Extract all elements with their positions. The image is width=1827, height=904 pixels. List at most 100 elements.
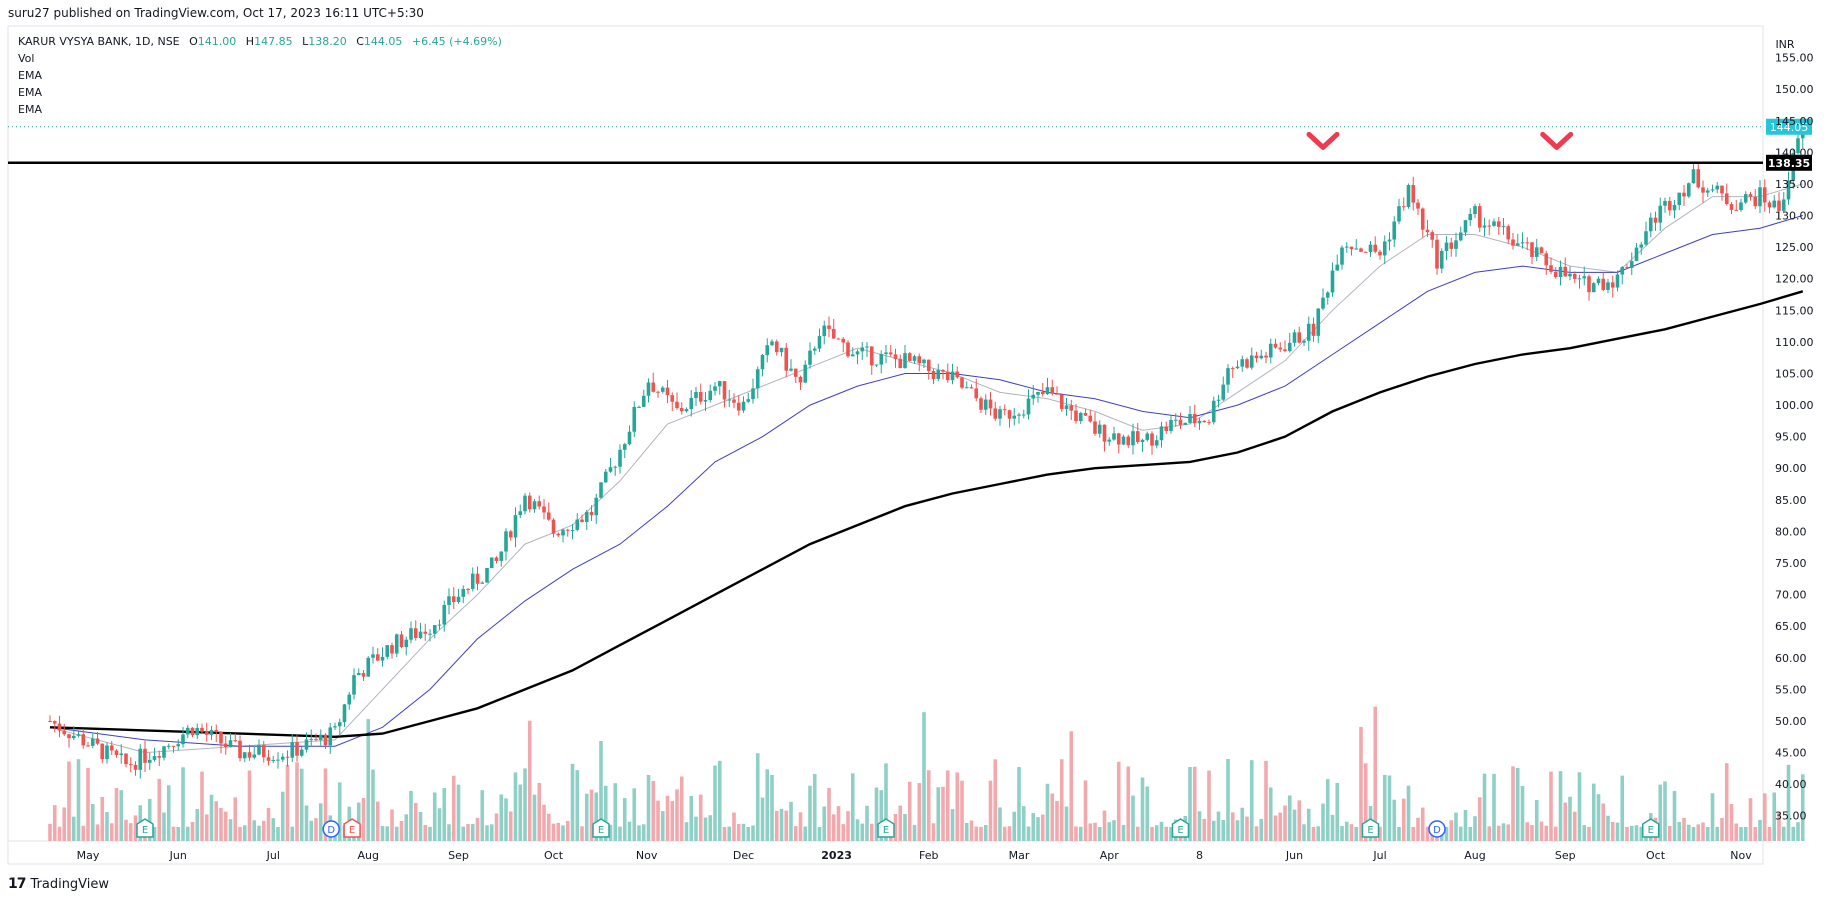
candle-body[interactable] <box>1653 217 1658 223</box>
candle-body[interactable] <box>1482 225 1487 228</box>
candle-body[interactable] <box>1116 433 1121 445</box>
candle-body[interactable] <box>1615 274 1620 288</box>
candle-body[interactable] <box>1710 189 1715 191</box>
candle-body[interactable] <box>447 596 451 605</box>
candle-body[interactable] <box>632 406 637 432</box>
candle-body[interactable] <box>290 742 295 758</box>
candle-body[interactable] <box>660 387 665 392</box>
candle-body[interactable] <box>1192 414 1197 424</box>
candle-body[interactable] <box>1762 187 1767 203</box>
candle-body[interactable] <box>518 511 523 516</box>
candle-body[interactable] <box>261 745 266 758</box>
candle-body[interactable] <box>1591 283 1596 293</box>
candle-body[interactable] <box>247 752 252 758</box>
candle-body[interactable] <box>651 382 656 392</box>
dividend-marker[interactable] <box>322 820 340 838</box>
candle-body[interactable] <box>694 391 698 398</box>
candle-body[interactable] <box>974 388 979 399</box>
candle-body[interactable] <box>955 371 960 378</box>
candle-body[interactable] <box>466 588 470 590</box>
candle-body[interactable] <box>337 722 342 727</box>
candle-body[interactable] <box>1610 282 1615 288</box>
candle-body[interactable] <box>1734 209 1739 211</box>
candle-body[interactable] <box>81 734 86 746</box>
candle-body[interactable] <box>1216 399 1221 401</box>
candle-body[interactable] <box>1121 436 1126 445</box>
candle-body[interactable] <box>608 467 613 472</box>
candle-body[interactable] <box>219 732 223 744</box>
candle-body[interactable] <box>323 734 328 746</box>
earnings-marker[interactable] <box>343 818 361 838</box>
candle-body[interactable] <box>950 371 955 381</box>
candle-body[interactable] <box>143 748 147 763</box>
candle-body[interactable] <box>1639 244 1644 248</box>
candle-body[interactable] <box>485 567 489 583</box>
candle-body[interactable] <box>119 753 124 756</box>
candle-body[interactable] <box>1074 410 1078 422</box>
candle-body[interactable] <box>684 409 689 412</box>
candle-body[interactable] <box>1202 420 1207 423</box>
candle-body[interactable] <box>513 515 518 538</box>
candle-body[interactable] <box>1663 200 1667 206</box>
candle-body[interactable] <box>90 738 95 746</box>
candle-body[interactable] <box>532 501 537 510</box>
candle-body[interactable] <box>1454 240 1458 249</box>
candle-body[interactable] <box>822 325 827 337</box>
candle-body[interactable] <box>1135 431 1140 443</box>
candle-body[interactable] <box>1221 384 1226 400</box>
candle-body[interactable] <box>233 740 238 742</box>
candle-body[interactable] <box>100 743 105 760</box>
candle-body[interactable] <box>1672 205 1677 211</box>
candle-body[interactable] <box>1530 242 1534 257</box>
candle-body[interactable] <box>675 401 679 409</box>
candle-body[interactable] <box>266 757 271 761</box>
candle-body[interactable] <box>1183 422 1188 425</box>
candle-body[interactable] <box>1302 340 1306 343</box>
candle-body[interactable] <box>1359 248 1363 252</box>
candle-body[interactable] <box>1154 440 1159 446</box>
candle-body[interactable] <box>741 401 746 411</box>
candle-body[interactable] <box>1064 405 1069 410</box>
candle-body[interactable] <box>527 495 532 510</box>
candle-body[interactable] <box>865 346 869 348</box>
earnings-marker[interactable] <box>1361 818 1380 838</box>
candle-body[interactable] <box>461 588 466 597</box>
candle-body[interactable] <box>162 746 166 758</box>
candle-body[interactable] <box>836 338 841 340</box>
candle-body[interactable] <box>969 387 974 389</box>
candle-body[interactable] <box>1501 226 1506 228</box>
candle-body[interactable] <box>703 400 708 402</box>
candle-body[interactable] <box>1264 355 1268 358</box>
candle-body[interactable] <box>423 631 428 634</box>
candle-body[interactable] <box>1169 419 1173 431</box>
candle-body[interactable] <box>1083 412 1088 416</box>
legend-indicator-vol[interactable]: Vol <box>18 52 35 65</box>
candle-body[interactable] <box>499 551 504 561</box>
candle-body[interactable] <box>1515 243 1520 246</box>
candle-body[interactable] <box>751 388 755 400</box>
candle-body[interactable] <box>1492 221 1496 226</box>
candle-body[interactable] <box>760 355 765 370</box>
candle-body[interactable] <box>1249 355 1254 368</box>
candle-body[interactable] <box>1582 276 1587 279</box>
candle-body[interactable] <box>907 353 912 361</box>
candle-body[interactable] <box>1781 199 1786 211</box>
candle-body[interactable] <box>1720 185 1724 194</box>
candle-body[interactable] <box>893 354 898 359</box>
candle-body[interactable] <box>1577 278 1582 280</box>
candle-body[interactable] <box>646 382 651 396</box>
candle-body[interactable] <box>1387 239 1392 242</box>
candle-body[interactable] <box>442 604 447 625</box>
candle-body[interactable] <box>242 752 247 759</box>
candle-body[interactable] <box>1416 202 1420 209</box>
candle-body[interactable] <box>850 354 855 357</box>
candle-body[interactable] <box>494 557 499 561</box>
candle-body[interactable] <box>1164 426 1169 431</box>
candle-body[interactable] <box>1449 242 1454 249</box>
candle-body[interactable] <box>1240 359 1245 367</box>
candle-body[interactable] <box>1520 242 1525 244</box>
candle-body[interactable] <box>1553 271 1558 278</box>
candle-body[interactable] <box>1558 266 1563 278</box>
candle-body[interactable] <box>1097 424 1102 434</box>
candle-body[interactable] <box>1406 185 1411 207</box>
